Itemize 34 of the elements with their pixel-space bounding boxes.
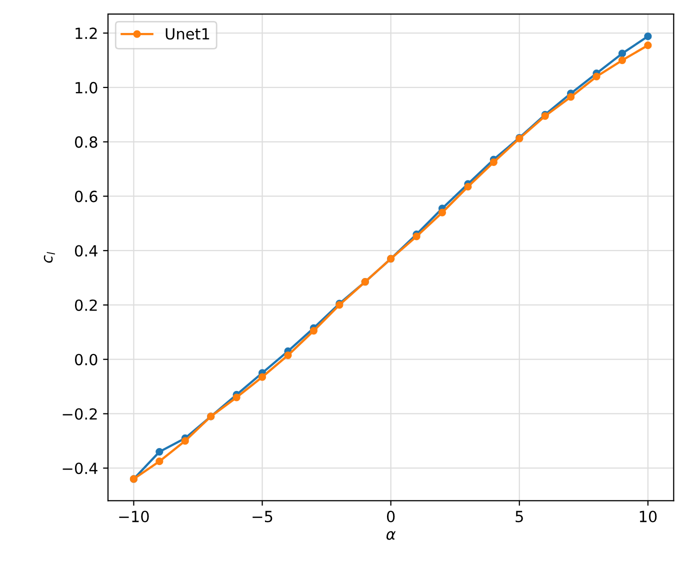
y-tick-label: 1.2 xyxy=(76,28,97,39)
y-tick-label: −0.4 xyxy=(62,462,98,474)
point xyxy=(644,32,652,40)
x-tick-label: 5 xyxy=(516,510,523,522)
point xyxy=(412,232,420,240)
point xyxy=(644,42,652,50)
point xyxy=(284,351,292,360)
point xyxy=(258,373,266,381)
point xyxy=(438,208,446,216)
point xyxy=(618,50,626,58)
point xyxy=(156,448,164,456)
y-tick-label: 0.0 xyxy=(74,354,98,366)
point xyxy=(618,56,626,64)
x-tick-label: 0 xyxy=(386,510,395,522)
point xyxy=(232,394,240,402)
point xyxy=(156,457,164,466)
point xyxy=(464,182,472,191)
y-tick-label: 0.4 xyxy=(74,245,98,257)
y-tick-label: 0.8 xyxy=(74,136,98,148)
point xyxy=(490,158,498,166)
y-axis-title: c$_{l}$ xyxy=(44,252,55,263)
x-tick-label: −10 xyxy=(119,510,149,522)
y-tick-label: 0.2 xyxy=(74,299,97,311)
legend-label: Unet1 xyxy=(166,28,210,40)
point xyxy=(310,326,318,335)
y-tick-label: 0.6 xyxy=(74,190,98,202)
x-axis-title: α xyxy=(386,531,396,540)
point xyxy=(181,437,189,445)
x-tick-label: −5 xyxy=(252,510,272,522)
y-tick-label: 1.0 xyxy=(76,82,98,94)
point xyxy=(592,72,600,80)
x-tick-label: 10 xyxy=(640,510,657,522)
point xyxy=(566,93,575,101)
y-tick-label: −0.2 xyxy=(62,408,97,420)
